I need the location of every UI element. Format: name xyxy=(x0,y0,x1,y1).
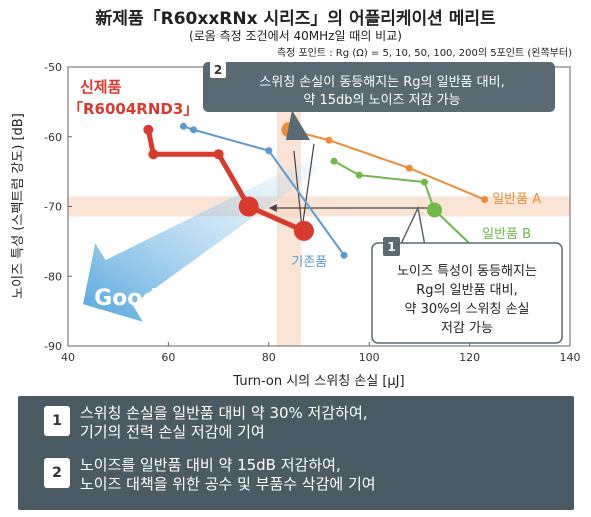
callout-2: 2 스위칭 손실이 동등해지는 Rg의 일반품 대비, 약 15db의 노이즈 … xyxy=(203,60,555,140)
note-number-1: 1 xyxy=(44,406,70,436)
comparison-arrow xyxy=(293,150,303,223)
scatter-chart: Good 40 60 80 100 120 140 -50 -60 -70 -80 -90 Turn… xyxy=(11,47,581,389)
x-tick-label: 40 xyxy=(61,351,75,364)
note-1: 스위칭 손실을 일반품 대비 약 30% 저감하여, 기기의 전력 손실 저감에… xyxy=(80,404,368,442)
data-point xyxy=(330,157,338,165)
callout-1: 1 노이즈 특성이 동등해지는 Rg의 일반품 대비, 약 30%의 스위칭 손… xyxy=(371,205,563,344)
data-point xyxy=(238,196,259,217)
good-label: Good xyxy=(94,286,158,311)
note-1-line-2: 기기의 전력 손실 저감에 기여 xyxy=(80,423,265,441)
series-1 xyxy=(179,122,348,259)
note-2-line-1: 노이즈를 일반품 대비 약 15dB 저감하여, xyxy=(80,456,341,474)
data-point xyxy=(213,149,224,160)
data-point xyxy=(148,149,159,160)
x-tick-label: 100 xyxy=(359,351,380,364)
series-label-new-product: 신제품 xyxy=(80,78,122,96)
svg-text:Rg의 일반품 대비,: Rg의 일반품 대비, xyxy=(416,283,517,298)
data-point xyxy=(179,122,187,130)
data-point xyxy=(355,171,363,179)
y-tick-label: -90 xyxy=(44,340,62,353)
data-point xyxy=(265,147,273,155)
svg-text:1: 1 xyxy=(387,240,395,254)
svg-text:약 15db의 노이즈 저감 가능: 약 15db의 노이즈 저감 가능 xyxy=(303,93,460,108)
page-subtitle: (로옴 측정 조건에서 40MHz일 때의 비교) xyxy=(189,29,402,43)
y-tick-label: -50 xyxy=(44,61,62,74)
benefits-panel: 1 스위칭 손실을 일반품 대비 약 30% 저감하여, 기기의 전력 손실 저… xyxy=(18,396,574,510)
arrow-head xyxy=(268,203,277,212)
svg-text:저감 가능: 저감 가능 xyxy=(441,321,493,336)
measure-note: 측정 포인트 : Rg (Ω) = 5, 10, 50, 100, 200의 5… xyxy=(277,47,572,59)
x-tick-label: 140 xyxy=(560,351,581,364)
data-point xyxy=(420,178,428,186)
x-tick-label: 60 xyxy=(161,351,175,364)
svg-text:스위칭 손실이 동등해지는 Rg의 일반품 대비,: 스위칭 손실이 동등해지는 Rg의 일반품 대비, xyxy=(259,75,504,90)
note-2: 노이즈를 일반품 대비 약 15dB 저감하여, 노이즈 대책을 위한 공수 및… xyxy=(80,456,376,494)
y-axis-label: 노이즈 특성 (스펙트럼 강도) [dB] xyxy=(11,113,26,299)
series-label-general-a: 일반품 A xyxy=(492,192,541,207)
page-title: 新제품「R60xxRNx 시리즈」의 어플리케이션 메리트 xyxy=(95,9,496,29)
data-point xyxy=(481,196,489,204)
x-tick-label: 120 xyxy=(459,351,480,364)
y-tick-label: -60 xyxy=(44,131,62,144)
data-point xyxy=(143,124,154,135)
note-1-line-1: 스위칭 손실을 일반품 대비 약 30% 저감하여, xyxy=(80,404,368,422)
good-arrow xyxy=(83,158,318,322)
svg-text:약 30%의 스위칭 손실: 약 30%의 스위칭 손실 xyxy=(404,302,529,317)
comparison-arrow xyxy=(302,143,315,223)
note-2-line-2: 노이즈 대책을 위한 공수 및 부품수 삭감에 기여 xyxy=(80,475,376,493)
y-tick-label: -70 xyxy=(44,201,62,214)
series-label-general-b: 일반품 B xyxy=(482,227,531,242)
series-label-new-product-code: 「R6004RND3」 xyxy=(68,100,198,118)
svg-text:2: 2 xyxy=(214,63,222,77)
data-point xyxy=(293,220,314,241)
data-point xyxy=(426,202,442,218)
data-point xyxy=(340,251,348,259)
y-tick-label: -80 xyxy=(44,270,62,283)
data-point xyxy=(405,164,413,172)
highlight-band-horizontal xyxy=(68,196,570,217)
series-3 xyxy=(330,157,479,252)
x-axis-label: Turn-on 시의 스위칭 손실 [μJ] xyxy=(232,374,404,389)
series-0 xyxy=(143,124,314,241)
data-point xyxy=(190,126,197,134)
svg-text:노이즈 특성이 동등해지는: 노이즈 특성이 동등해지는 xyxy=(397,264,537,279)
note-number-2: 2 xyxy=(44,458,70,488)
data-point xyxy=(325,136,333,144)
series-line xyxy=(288,128,486,201)
series-line xyxy=(183,125,345,256)
series-label-existing: 기존품 xyxy=(291,255,327,270)
x-tick-label: 80 xyxy=(262,351,276,364)
